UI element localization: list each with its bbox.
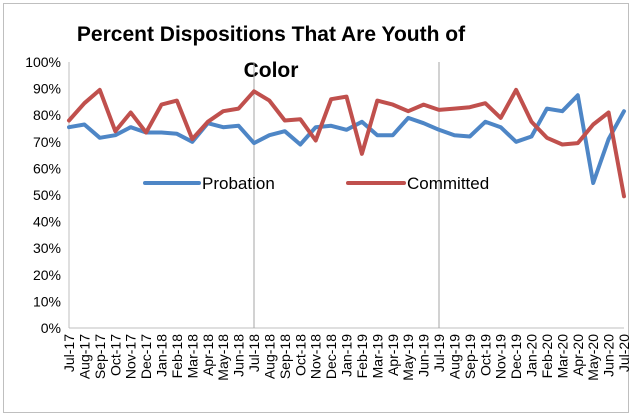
x-tick-label: Feb-18 (169, 334, 185, 379)
x-tick-label: Dec-18 (323, 334, 339, 379)
x-tick-label: May-19 (400, 334, 416, 381)
legend-label-probation: Probation (202, 174, 275, 193)
series-line-probation (67, 93, 626, 185)
x-tick-label: Jun-20 (601, 334, 617, 377)
chart-title-line2: Color (244, 59, 299, 82)
y-tick-label: 20% (33, 267, 61, 283)
x-tick-label: May-18 (215, 334, 231, 381)
x-tick-label: Jul-19 (431, 334, 447, 372)
x-tick-label: Feb-19 (354, 334, 370, 379)
y-tick-label: 90% (33, 81, 61, 97)
x-tick-label: Mar-20 (554, 334, 570, 379)
x-tick-label: Jul-20 (616, 334, 630, 372)
plot-axes (68, 62, 624, 329)
x-tick-label: Oct-18 (292, 334, 308, 376)
y-tick-label: 40% (33, 214, 61, 230)
legend-label-committed: Committed (407, 174, 489, 193)
y-tick-label: 0% (41, 320, 61, 336)
x-axis-labels: Jul-17 Aug-17 Sep-17 Oct-17 Nov-17 Dec-17 Jan-… (61, 334, 630, 381)
x-tick-label: Nov-18 (308, 334, 324, 379)
x-tick-label: Sep-19 (462, 334, 478, 379)
x-tick-label: Mar-18 (184, 334, 200, 379)
x-tick-label: Jul-18 (246, 334, 262, 372)
x-tick-label: Oct-19 (477, 334, 493, 376)
x-tick-label: Jan-18 (154, 334, 170, 377)
line-chart: Percent Dispositions That Are Youth of C… (25, 23, 630, 381)
chart-frame: Percent Dispositions That Are Youth of C… (3, 3, 630, 413)
series-lines (67, 87, 626, 199)
x-tick-label: Oct-17 (107, 334, 123, 376)
x-tick-label: May-20 (585, 334, 601, 381)
x-tick-label: Dec-19 (508, 334, 524, 379)
series-line-committed (67, 87, 626, 199)
x-tick-label: Feb-20 (539, 334, 555, 379)
chart-title-line1: Percent Dispositions That Are Youth of (77, 23, 466, 46)
y-tick-label: 80% (33, 107, 61, 123)
x-tick-label: Mar-19 (369, 334, 385, 379)
x-tick-label: Aug-17 (76, 334, 92, 379)
y-tick-label: 50% (33, 187, 61, 203)
x-tick-label: Nov-19 (493, 334, 509, 379)
x-tick-label: Jan-19 (339, 334, 355, 377)
x-tick-label: Jul-17 (61, 334, 77, 372)
x-tick-label: Jun-18 (231, 334, 247, 377)
y-tick-label: 100% (25, 54, 61, 70)
x-tick-label: Sep-17 (92, 334, 108, 379)
x-tick-label: Jan-20 (524, 334, 540, 377)
legend: Probation Committed (143, 174, 489, 193)
x-tick-label: Aug-19 (446, 334, 462, 379)
x-tick-label: Sep-18 (277, 334, 293, 379)
y-tick-label: 70% (33, 134, 61, 150)
x-tick-label: Apr-18 (200, 334, 216, 376)
y-axis-labels: 0% 10% 20% 30% 40% 50% 60% 70% 80% 90% 100% (25, 54, 61, 336)
x-tick-label: Apr-20 (570, 334, 586, 376)
y-tick-label: 10% (33, 293, 61, 309)
x-tick-label: Dec-17 (138, 334, 154, 379)
x-tick-label: Nov-17 (123, 334, 139, 379)
x-tick-label: Apr-19 (385, 334, 401, 376)
x-tick-label: Aug-18 (261, 334, 277, 379)
x-tick-label: Jun-19 (416, 334, 432, 377)
y-tick-label: 60% (33, 160, 61, 176)
y-tick-label: 30% (33, 240, 61, 256)
